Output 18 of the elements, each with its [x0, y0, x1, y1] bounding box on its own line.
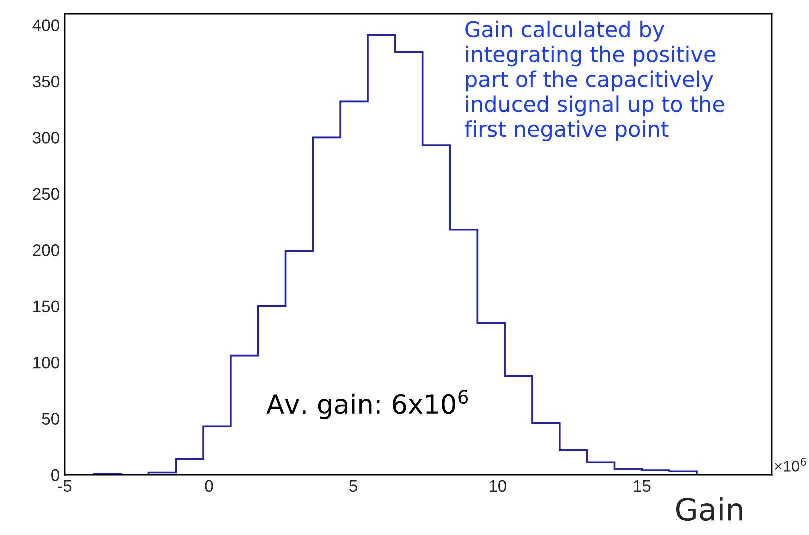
annotation: Av. gain: 6x10$^{6}$	[266, 390, 468, 420]
x-tick-label: 15	[634, 480, 651, 492]
x-tick-label: 10	[490, 480, 506, 492]
x-axis-title: Gain	[676, 497, 742, 522]
y-tick-label: 200	[33, 244, 60, 256]
y-tick-label: 0	[52, 469, 60, 482]
y-tick-label: 150	[34, 300, 60, 313]
x-tick-label: 0	[205, 480, 214, 492]
x-tick-label: -5	[58, 480, 72, 492]
x-tick-label: 5	[350, 480, 358, 492]
y-tick-label: 250	[33, 188, 60, 200]
text: ×10$^{6}$	[775, 458, 806, 472]
y-tick-label: 50	[42, 413, 60, 425]
annotation: Gain calculated by integrating the positive part of the capacitively induced signal up to the first negative point	[464, 20, 724, 142]
y-tick-label: 400	[32, 20, 60, 32]
y-tick-label: 300	[32, 132, 60, 144]
y-tick-label: 350	[32, 76, 60, 88]
y-tick-label: 100	[34, 356, 60, 369]
